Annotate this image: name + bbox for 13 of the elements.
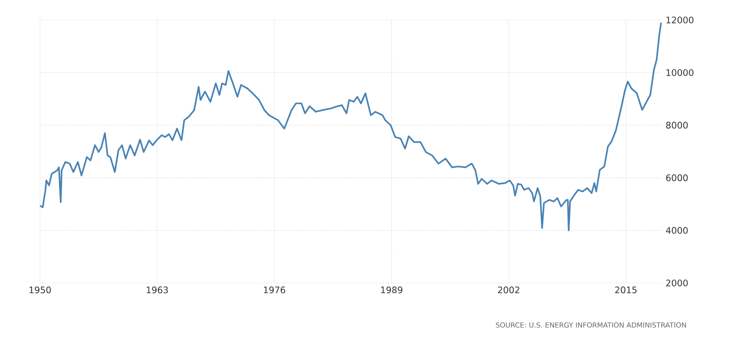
x-tick-label: 1950 (30, 286, 51, 294)
y-tick-label: 8000 (666, 122, 688, 129)
y-tick-label: 2000 (666, 280, 688, 286)
y-tick-label: 6000 (666, 174, 688, 182)
line-series (39, 22, 662, 232)
x-tick-label: 2015 (615, 286, 637, 294)
y-tick-label: 4000 (666, 227, 688, 234)
x-tick-label: 1963 (146, 286, 168, 294)
x-tick-label: 1989 (381, 286, 402, 294)
x-tick-label: 2002 (498, 286, 520, 294)
y-tick-label: 12000 (666, 16, 694, 24)
y-tick-label: 10000 (666, 69, 694, 76)
x-tick-label: 1976 (264, 286, 286, 294)
